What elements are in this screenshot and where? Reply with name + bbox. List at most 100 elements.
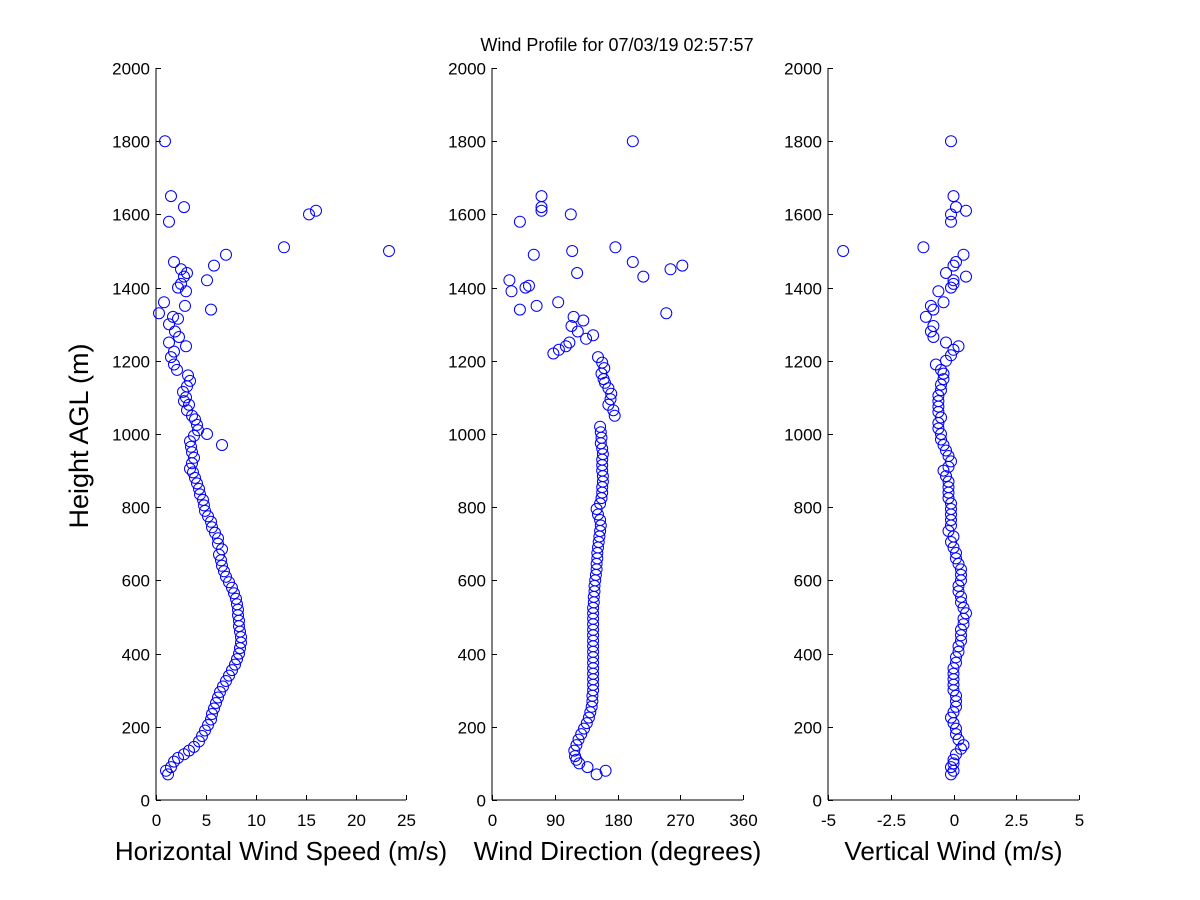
vertical-y-tick-label: 1800: [784, 133, 822, 152]
speed-data-point: [159, 135, 171, 148]
direction-data-point: [513, 303, 526, 316]
vertical-data-point: [945, 281, 957, 294]
direction-data-point: [552, 343, 565, 356]
direction-data-point: [637, 270, 650, 283]
direction-data-point: [581, 761, 594, 774]
speed-data-point: [168, 755, 180, 768]
speed-data-point: [193, 482, 205, 495]
vertical-data-point: [932, 285, 945, 298]
direction-y-tick-label: 1600: [448, 206, 486, 225]
vertical-x-tick-label: 0: [950, 811, 959, 830]
direction-x-tick-label: 0: [488, 811, 497, 830]
vertical-data-point: [927, 320, 940, 332]
direction-data-point: [566, 245, 579, 257]
direction-data-point: [578, 722, 590, 735]
direction-data-point: [503, 274, 516, 287]
vertical-y-tick-label: 200: [794, 719, 822, 738]
direction-y-tick-label: 1400: [448, 280, 486, 299]
speed-data-point: [214, 686, 226, 698]
speed-data-point: [175, 263, 187, 276]
direction-y-tick-label: 600: [458, 572, 486, 591]
vertical-data-point: [952, 640, 965, 653]
vertical-data-point: [955, 623, 967, 636]
speed-x-tick-label: 0: [152, 811, 161, 830]
vertical-y-tick-label: 800: [794, 499, 822, 518]
direction-data-point: [598, 362, 611, 375]
speed-data-point: [216, 439, 228, 451]
vertical-data-point: [950, 656, 962, 669]
speed-data-point: [209, 526, 221, 539]
direction-x-tick-label: 360: [729, 811, 757, 830]
direction-data-point: [609, 241, 622, 254]
speed-data-point: [172, 312, 184, 325]
panel-wind-direction: 0 200 400 600 800 1000 1200 1400 1600 1800 2000 0 90…: [448, 60, 761, 867]
vertical-data-point: [950, 256, 962, 268]
direction-data-point: [599, 764, 612, 777]
speed-y-tick-label: 1800: [112, 133, 150, 152]
speed-data-point: [180, 340, 192, 353]
vertical-data-point: [950, 651, 962, 664]
vertical-x-tick-label: 5: [1075, 811, 1084, 830]
speed-data-point: [168, 358, 180, 371]
speed-data-point: [163, 336, 175, 349]
speed-data-point: [202, 719, 214, 731]
vertical-data-point: [935, 433, 947, 446]
speed-data-point: [191, 418, 203, 431]
speed-data-point: [168, 345, 180, 358]
speed-data-point: [208, 259, 220, 272]
vertical-data-point: [952, 579, 965, 592]
direction-data-point: [572, 733, 585, 746]
speed-data-point: [163, 318, 175, 331]
speed-y-tick-label: 1400: [112, 280, 150, 299]
vertical-data-point: [942, 481, 955, 494]
speed-data-point: [181, 404, 193, 417]
speed-data-point: [303, 208, 315, 221]
speed-data-point: [163, 215, 175, 228]
direction-y-tick-label: 200: [458, 719, 486, 738]
speed-y-tick-label: 1600: [112, 206, 150, 225]
speed-data-point: [191, 477, 203, 490]
vertical-data-point: [957, 601, 970, 614]
speed-data-point: [199, 724, 211, 737]
speed-y-tick-label: 2000: [112, 60, 150, 79]
speed-data-point: [310, 204, 322, 217]
vertical-data-point: [945, 761, 957, 774]
direction-data-point: [564, 208, 577, 221]
direction-data-point: [527, 248, 540, 261]
vertical-data-point: [950, 201, 962, 214]
speed-data-point: [167, 310, 179, 323]
vertical-data-point: [917, 241, 930, 254]
speed-y-tick-label: 200: [122, 719, 150, 738]
speed-data-point: [194, 488, 206, 501]
speed-data-point: [172, 281, 184, 294]
vertical-data-point: [947, 753, 960, 766]
vertical-y-tick-label: 600: [794, 572, 822, 591]
speed-data-point: [165, 761, 177, 774]
direction-data-point: [664, 263, 677, 276]
speed-data-point: [189, 471, 201, 484]
direction-y-tick-label: 800: [458, 499, 486, 518]
speed-x-tick-label: 15: [297, 811, 316, 830]
vertical-x-axis-label: Vertical Wind (m/s): [844, 836, 1062, 866]
speed-data-point: [216, 559, 228, 572]
speed-data-point: [198, 499, 210, 512]
vertical-data-point: [935, 378, 947, 391]
vertical-data-point: [945, 135, 957, 148]
speed-data-point: [201, 428, 213, 440]
speed-data-point: [218, 565, 230, 578]
direction-y-tick-label: 400: [458, 646, 486, 665]
speed-data-point: [206, 708, 218, 720]
vertical-data-point: [947, 277, 960, 290]
speed-data-point: [158, 296, 170, 309]
speed-data-point: [169, 325, 181, 338]
direction-x-tick-label: 90: [546, 811, 565, 830]
direction-data-point: [594, 514, 607, 526]
vertical-data-point: [950, 695, 962, 708]
vertical-data-point: [837, 245, 850, 257]
vertical-data-point: [940, 470, 952, 483]
speed-data-point: [165, 351, 177, 364]
vertical-data-point: [947, 259, 960, 272]
speed-data-point: [162, 768, 174, 781]
vertical-data-point: [932, 395, 945, 408]
